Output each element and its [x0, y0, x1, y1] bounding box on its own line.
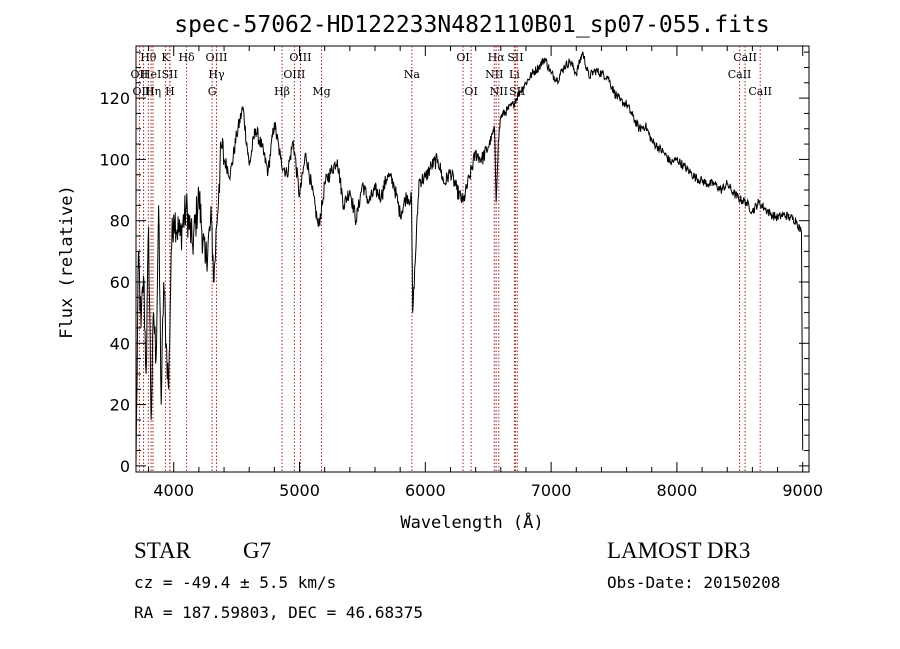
spectral-line-label: SII: [509, 85, 525, 98]
spectral-line-label: Hδ: [178, 51, 195, 64]
spectral-line-label: G: [208, 85, 217, 98]
spectral-line-label: Hθ: [140, 51, 157, 64]
spectral-line-label: Hα: [488, 51, 506, 64]
spectral-line-label: OI: [456, 51, 469, 64]
object-subclass: G7: [243, 538, 272, 563]
y-tick-label: 20: [110, 396, 130, 415]
x-tick-label: 8000: [657, 481, 698, 500]
y-tick-label: 0: [120, 457, 130, 476]
plot-frame: [135, 45, 810, 473]
spectral-line-label: Hβ: [274, 85, 290, 98]
x-axis-ticks: 4000 5000 6000 7000 8000 9000: [148, 46, 823, 500]
observation-date: Obs-Date: 20150208: [607, 573, 781, 592]
y-tick-label: 80: [110, 212, 130, 231]
chart-title: spec-57062-HD122233N482110B01_sp07-055.f…: [174, 12, 769, 38]
spectral-line-label: OIII: [283, 68, 305, 81]
y-tick-label: 100: [99, 150, 130, 169]
spectral-line-label: OIII: [133, 85, 155, 98]
spectral-line-label: Hη: [145, 85, 161, 98]
spectral-line-label: Mg: [312, 85, 330, 98]
spectral-line-label: OI: [464, 85, 477, 98]
y-tick-label: 40: [110, 334, 130, 353]
spectral-line-label: Na: [404, 68, 421, 81]
x-axis-label: Wavelength (Å): [400, 511, 543, 533]
y-axis-label: Flux (relative): [57, 185, 77, 339]
y-axis-ticks: 0 20 40 60 80 100 120: [99, 51, 809, 476]
spectral-line-label: CaII: [728, 68, 752, 81]
survey-name: LAMOST DR3: [607, 538, 751, 563]
spectral-line-label: OIII: [289, 51, 311, 64]
x-tick-label: 7000: [531, 481, 572, 500]
spectral-line-label: NII: [485, 68, 503, 81]
redshift-velocity: cz = -49.4 ± 5.5 km/s: [134, 573, 337, 592]
spectral-line-label: HeI: [141, 68, 161, 81]
spectral-line-label: Hγ: [208, 68, 225, 81]
x-tick-label: 6000: [405, 481, 446, 500]
object-class: STAR: [134, 538, 191, 563]
y-tick-label: 120: [99, 89, 130, 108]
x-tick-label: 4000: [153, 481, 194, 500]
x-tick-label: 9000: [782, 481, 823, 500]
spectral-line-label: SII: [507, 51, 523, 64]
spectral-line-label: Li: [509, 68, 520, 81]
y-tick-label: 60: [110, 273, 130, 292]
spectral-line-label: H: [165, 85, 175, 98]
spectral-line-label: CaII: [733, 51, 757, 64]
spectral-line-label: K: [161, 51, 170, 64]
spectrum-series-line: [135, 51, 804, 466]
spectral-line-label: NII: [490, 85, 508, 98]
coordinates: RA = 187.59803, DEC = 46.68375: [134, 603, 423, 622]
spectral-line-label: CaII: [748, 85, 772, 98]
x-tick-label: 5000: [279, 481, 320, 500]
